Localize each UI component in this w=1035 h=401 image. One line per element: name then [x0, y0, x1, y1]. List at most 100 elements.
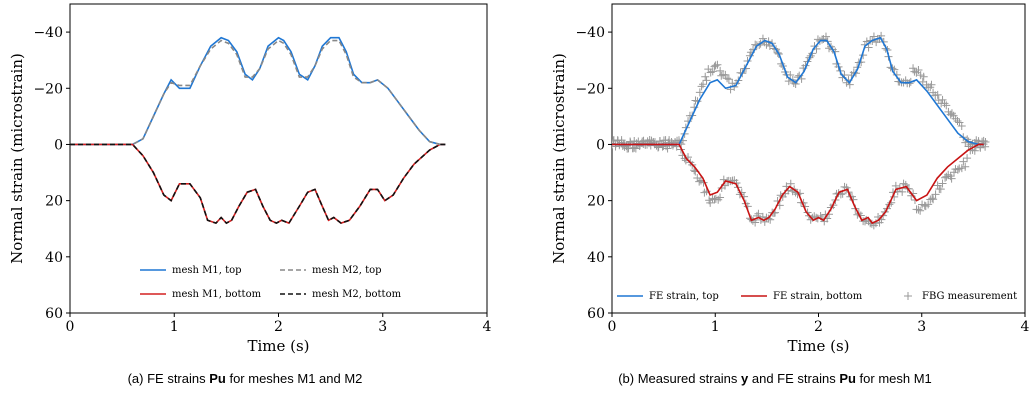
measurement-point	[701, 72, 710, 81]
measurement-point	[959, 157, 968, 166]
measurement-point	[955, 118, 964, 127]
measurement-point	[931, 190, 940, 199]
measurement-point	[919, 72, 928, 81]
measurement-point	[706, 68, 715, 77]
legend-label: mesh M1, bottom	[172, 289, 262, 300]
measurement-point	[916, 206, 925, 215]
y-axis-label: Normal strain (microstrain)	[550, 53, 568, 264]
measurement-point	[697, 82, 706, 91]
x-tick-label: 4	[1021, 319, 1030, 335]
measurement-point	[695, 177, 704, 186]
panel-b: 0 1 2 3 4 −40 −20 0 20 40 60 Time (s) Normal strain …	[550, 3, 1030, 355]
legend-label: FBG measurement	[922, 291, 1017, 302]
fbg-measurement-markers	[612, 31, 990, 230]
measurement-point	[691, 96, 700, 105]
measurement-point	[914, 205, 923, 214]
measurement-point	[914, 65, 923, 74]
measurement-point	[612, 139, 616, 148]
legend-label: FE strain, top	[649, 291, 719, 302]
legend: mesh M1, top mesh M1, bottom mesh M2, top m…	[140, 265, 402, 300]
x-tick-label: 4	[483, 319, 492, 335]
measurement-point	[947, 174, 956, 183]
legend: FE strain, top FE strain, bottom FBG measu…	[617, 291, 1017, 302]
measurement-point	[940, 99, 949, 108]
measurement-point	[721, 70, 730, 79]
legend-swatch	[904, 292, 912, 300]
measurement-point	[713, 60, 722, 69]
measurement-point	[645, 135, 654, 144]
legend-label: mesh M2, bottom	[312, 289, 402, 300]
y-tick-label: −20	[33, 81, 63, 97]
measurement-point	[970, 146, 979, 155]
plot-area	[612, 31, 990, 230]
y-tick-label: 20	[45, 194, 63, 210]
measurement-point	[942, 101, 951, 110]
measurement-point	[723, 74, 732, 83]
series-line-mesh-m2-top	[70, 39, 446, 146]
measurement-point	[786, 70, 795, 79]
x-tick-label: 2	[814, 319, 823, 335]
measurement-point	[929, 195, 938, 204]
x-axis-label: Time (s)	[787, 337, 849, 355]
measurement-point	[936, 185, 945, 194]
measurement-point	[864, 43, 873, 52]
y-tick-label: −40	[33, 25, 63, 41]
series-line-mesh-m2-bottom	[70, 143, 446, 225]
panel-a: 0 1 2 3 4 −40 −20 0 20 40 60 Time (s) Normal strain …	[8, 3, 492, 355]
x-tick-label: 1	[711, 319, 720, 335]
measurement-point	[821, 32, 830, 41]
y-tick-label: 60	[45, 306, 63, 322]
y-tick-label: 0	[54, 137, 63, 153]
x-tick-label: 2	[274, 319, 283, 335]
measurement-point	[938, 95, 947, 104]
measurement-point	[953, 165, 962, 174]
x-axis-label: Time (s)	[247, 337, 309, 355]
measurement-point	[751, 218, 760, 227]
measurement-point	[724, 75, 733, 84]
measurement-point	[957, 164, 966, 173]
plot-frame	[69, 3, 488, 314]
measurement-point	[910, 67, 919, 76]
measurement-point	[957, 121, 966, 130]
measurement-point	[898, 187, 907, 196]
measurement-point	[961, 162, 970, 171]
x-tick-label: 0	[608, 319, 617, 335]
measurement-point	[927, 80, 936, 89]
series-line-fe-strain-bottom	[612, 143, 984, 225]
measurement-point	[981, 137, 990, 146]
measurement-point	[699, 80, 708, 89]
measurement-point	[659, 141, 668, 150]
measurement-point	[716, 193, 725, 202]
measurement-point	[695, 88, 704, 97]
y-tick-label: 40	[45, 250, 63, 266]
measurement-point	[711, 61, 720, 70]
x-tick-label: 3	[378, 319, 387, 335]
x-tick-label: 3	[917, 319, 926, 335]
measurement-point	[641, 139, 650, 148]
measurement-point	[626, 138, 635, 147]
measurement-point	[706, 198, 715, 207]
measurement-point	[920, 201, 929, 210]
y-tick-label: 40	[587, 250, 605, 266]
measurement-point	[617, 136, 626, 145]
measurement-point	[663, 144, 672, 153]
y-tick-label: 20	[587, 194, 605, 210]
measurement-point	[652, 141, 661, 150]
legend-label: FE strain, bottom	[773, 291, 863, 302]
plot-area	[70, 36, 446, 225]
measurement-point	[717, 71, 726, 80]
measurement-point	[840, 182, 849, 191]
measurement-point	[963, 154, 972, 163]
y-tick-label: −20	[575, 81, 605, 97]
measurement-point	[673, 136, 682, 145]
legend-label: mesh M1, top	[172, 265, 242, 276]
measurement-point	[791, 79, 800, 88]
measurement-point	[891, 181, 900, 190]
measurement-point	[786, 179, 795, 188]
measurement-point	[942, 172, 951, 181]
measurement-point	[938, 179, 947, 188]
y-axis-label: Normal strain (microstrain)	[8, 53, 26, 264]
y-tick-label: 60	[587, 306, 605, 322]
measurement-point	[754, 209, 763, 218]
